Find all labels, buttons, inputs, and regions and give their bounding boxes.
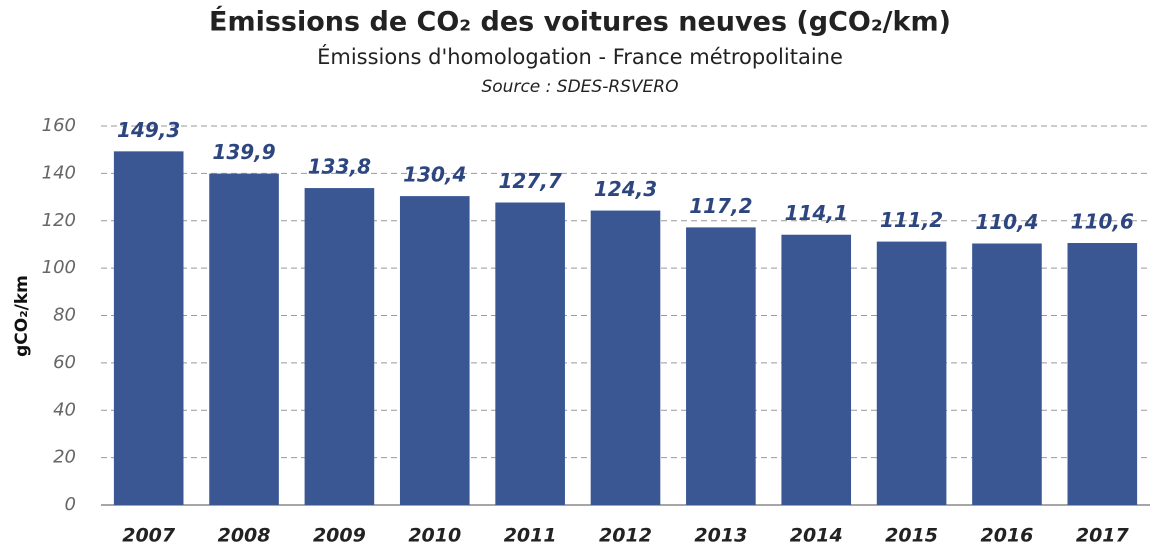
bar (1067, 243, 1138, 506)
value-label: 139,9 (212, 140, 275, 164)
x-tick-label: 2012 (599, 525, 652, 547)
y-tick-label: 100 (42, 257, 76, 278)
x-tick-label: 2016 (981, 525, 1034, 547)
x-tick-label: 2011 (504, 525, 557, 547)
y-tick-label: 160 (42, 115, 76, 136)
y-tick-label: 0 (65, 494, 76, 515)
bar (972, 243, 1042, 506)
x-tick-label: 2015 (885, 525, 938, 547)
value-label: 149,3 (117, 118, 180, 142)
bar (304, 188, 375, 505)
x-tick-label: 2008 (218, 525, 271, 547)
bar (876, 241, 947, 505)
y-tick-label: 40 (53, 399, 76, 420)
y-tick-label: 120 (42, 210, 76, 231)
x-tick-label: 2014 (790, 525, 843, 547)
value-label: 110,6 (1071, 210, 1134, 234)
value-label: 114,1 (785, 201, 848, 225)
chart-title: Émissions de CO₂ des voitures neuves (gC… (209, 6, 951, 38)
chart-subtitle: Émissions d'homologation - France métrop… (317, 44, 843, 69)
bar (590, 210, 661, 505)
x-tick-label: 2009 (313, 525, 366, 547)
bar (686, 227, 756, 505)
y-axis-label: gCO₂/km (12, 275, 32, 357)
x-tick-label: 2013 (694, 525, 747, 547)
y-tick-label: 80 (53, 305, 76, 326)
value-label: 111,2 (880, 208, 943, 232)
bar (495, 202, 565, 505)
bar (781, 234, 852, 505)
x-tick-label: 2007 (122, 525, 176, 547)
y-tick-label: 140 (42, 162, 76, 183)
y-tick-label: 60 (53, 352, 76, 373)
bar (209, 173, 279, 505)
value-label: 127,7 (499, 169, 562, 193)
y-tick-label: 20 (53, 447, 76, 468)
bar (113, 151, 184, 505)
value-label: 110,4 (975, 210, 1038, 234)
value-label: 130,4 (403, 163, 466, 187)
value-label: 117,2 (689, 194, 752, 218)
value-label: 124,3 (594, 177, 657, 201)
x-tick-label: 2017 (1076, 525, 1130, 547)
x-tick-label: 2010 (408, 525, 461, 547)
chart-source: Source : SDES-RSVERO (481, 77, 678, 97)
value-label: 133,8 (308, 155, 371, 179)
bar (399, 196, 470, 506)
